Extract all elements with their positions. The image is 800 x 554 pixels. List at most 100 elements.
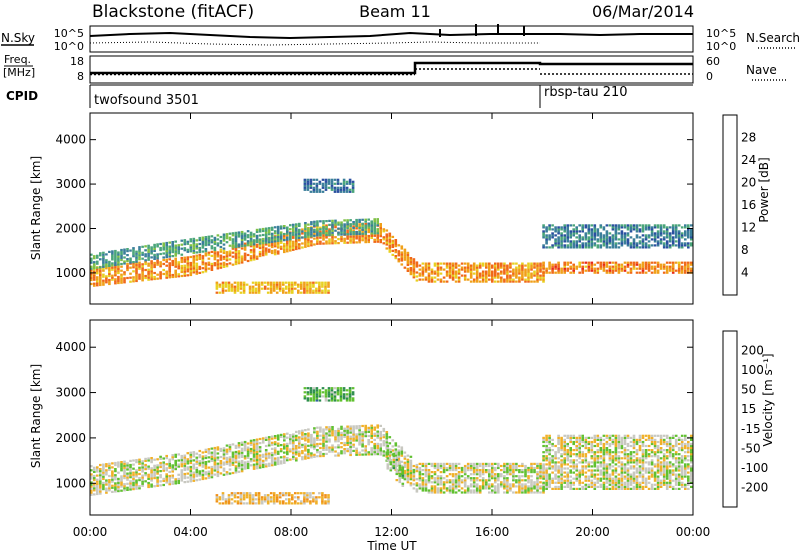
power-cell <box>521 264 524 267</box>
velocity-cell <box>322 448 325 451</box>
power-cell <box>533 262 536 265</box>
power-cell <box>123 256 126 259</box>
power-cell <box>243 236 247 239</box>
velocity-cell <box>433 485 437 488</box>
power-cell <box>551 234 554 237</box>
velocity-cell <box>572 483 575 486</box>
power-cell <box>126 276 129 280</box>
power-cell <box>111 274 114 277</box>
velocity-cell <box>506 483 509 486</box>
power-cell <box>503 266 506 269</box>
power-cell <box>234 252 238 256</box>
velocity-cell <box>376 430 379 433</box>
velocity-cell <box>596 465 600 468</box>
velocity-cell <box>358 433 361 436</box>
power-cell <box>96 266 99 269</box>
power-cell <box>123 252 126 255</box>
velocity-cell <box>297 502 300 505</box>
velocity-cell <box>126 472 129 475</box>
velocity-cell <box>475 469 479 472</box>
velocity-cell <box>216 452 220 455</box>
velocity-cell <box>460 481 464 484</box>
power-cell <box>665 244 669 247</box>
power-cell <box>605 246 609 249</box>
power-cell <box>325 242 328 245</box>
power-cell <box>503 280 506 283</box>
velocity-cell <box>542 469 545 472</box>
velocity-cell <box>228 464 232 467</box>
power-cell <box>536 264 539 267</box>
velocity-cell <box>427 477 431 480</box>
velocity-cell <box>503 464 506 468</box>
velocity-cell <box>324 502 327 505</box>
power-cell <box>186 264 190 267</box>
power-cell <box>261 246 265 249</box>
velocity-cell <box>370 447 373 450</box>
velocity-cell <box>370 430 373 433</box>
velocity-cell <box>300 492 303 495</box>
power-cell <box>198 255 202 258</box>
velocity-cell <box>596 459 600 462</box>
velocity-cell <box>518 464 521 468</box>
velocity-cell <box>566 459 569 462</box>
freq-left-tick-high: 18 <box>70 55 84 68</box>
velocity-cell <box>213 446 217 450</box>
power-cell <box>117 259 120 262</box>
power-cell <box>309 186 313 189</box>
velocity-cell <box>497 489 500 492</box>
power-cell <box>518 276 521 279</box>
power-cell <box>629 236 633 239</box>
power-cell <box>330 180 334 183</box>
velocity-cell <box>448 485 452 488</box>
velocity-cell <box>575 455 578 458</box>
power-cell <box>147 278 150 281</box>
power-cell <box>342 190 346 193</box>
velocity-cell <box>90 487 93 490</box>
velocity-cell <box>319 442 322 445</box>
velocity-cell <box>409 467 413 471</box>
power-cell <box>234 245 238 248</box>
velocity-cell <box>147 483 150 487</box>
velocity-cell <box>159 480 162 483</box>
power-cell <box>276 252 280 255</box>
power-cell <box>448 276 452 279</box>
velocity-cell <box>129 484 132 487</box>
velocity-cell <box>210 459 214 462</box>
power-cell <box>93 270 96 273</box>
power-cell <box>506 268 509 271</box>
velocity-cell <box>352 425 355 428</box>
power-cell <box>177 244 180 247</box>
velocity-cell <box>325 426 328 429</box>
velocity-cell <box>310 438 313 441</box>
power-cell <box>638 265 642 268</box>
velocity-cell <box>566 475 569 478</box>
velocity-cell <box>307 444 310 447</box>
velocity-cell <box>590 461 594 464</box>
power-cell <box>542 236 545 239</box>
velocity-cell <box>207 472 211 475</box>
power-cell <box>189 267 193 271</box>
power-cell <box>581 236 584 239</box>
velocity-cell <box>275 498 279 501</box>
velocity-cell <box>509 464 512 468</box>
velocity-cell <box>325 428 328 431</box>
velocity-cell <box>168 462 171 465</box>
velocity-cell <box>204 456 208 460</box>
power-cell <box>216 267 220 270</box>
power-cell <box>331 227 334 230</box>
velocity-cell <box>584 465 588 468</box>
velocity-cell <box>512 477 515 480</box>
power-cell <box>680 246 684 249</box>
velocity-cell <box>469 462 473 465</box>
power-cell <box>192 247 196 250</box>
velocity-cell <box>442 483 446 486</box>
power-cell <box>309 178 313 181</box>
noise-right-tick-high: 10^5 <box>706 27 736 40</box>
velocity-cell <box>509 487 512 490</box>
power-cell <box>608 246 612 249</box>
velocity-cell <box>340 450 343 453</box>
velocity-cell <box>424 479 428 482</box>
velocity-cell <box>398 474 402 477</box>
velocity-cell <box>150 479 153 482</box>
